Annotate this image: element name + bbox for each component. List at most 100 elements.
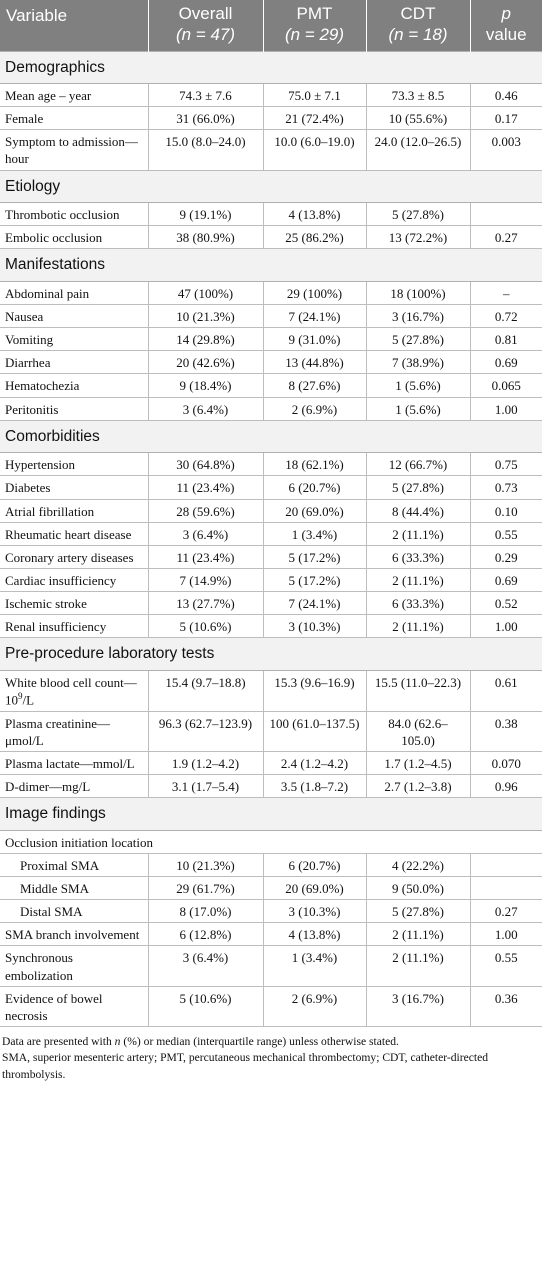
table-row: D-dimer—mg/L 3.1 (1.7–5.4) 3.5 (1.8–7.2) 2.…: [0, 773, 542, 799]
cell-p-value: 1.00: [469, 396, 542, 421]
subheading-label: Occlusion initiation location: [0, 829, 542, 854]
cell-cdt: 9 (50.0%): [365, 875, 471, 901]
cell-pmt: 21 (72.4%): [262, 106, 367, 131]
cell-cdt: 84.0 (62.6–105.0): [365, 710, 471, 752]
cell-pmt: 13 (44.8%): [262, 350, 367, 375]
header-value: value: [485, 24, 527, 44]
cell-pmt: 10.0 (6.0–19.0): [262, 129, 367, 171]
table-row: Evidence of bowel necrosis 5 (10.6%) 2 (6.…: [0, 985, 542, 1028]
cell-p-value: [469, 875, 542, 901]
table-row: Hematochezia 9 (18.4%) 8 (27.6%) 1 (5.6%) 0.…: [0, 373, 542, 398]
cell-pmt: 7 (24.1%): [262, 303, 367, 329]
cell-cdt: 2 (11.1%): [365, 922, 471, 947]
cell-overall: 30 (64.8%): [147, 452, 264, 477]
row-label: Distal SMA: [0, 899, 149, 924]
cell-p-value: 0.27: [469, 225, 542, 250]
table-row: Mean age – year 74.3 ± 7.6 75.0 ± 7.1 73.3 …: [0, 82, 542, 108]
row-label: Hematochezia: [0, 373, 149, 398]
table-row: Distal SMA 8 (17.0%) 3 (10.3%) 5 (27.8%) 0.2…: [0, 899, 542, 924]
section-row: Demographics: [0, 50, 542, 84]
cell-overall: 6 (12.8%): [147, 922, 264, 947]
table-row: Atrial fibrillation 28 (59.6%) 20 (69.0%) 8…: [0, 498, 542, 523]
table-row: Diabetes 11 (23.4%) 6 (20.7%) 5 (27.8%) 0.73: [0, 475, 542, 500]
cell-pmt: 4 (13.8%): [262, 922, 367, 947]
table-row: Peritonitis 3 (6.4%) 2 (6.9%) 1 (5.6%) 1.00: [0, 396, 542, 421]
table-row: Middle SMA 29 (61.7%) 20 (69.0%) 9 (50.0%): [0, 875, 542, 901]
section-title: Comorbidities: [0, 419, 542, 454]
cell-overall: 5 (10.6%): [147, 614, 264, 639]
cell-p-value: [469, 202, 542, 227]
table-row: Renal insufficiency 5 (10.6%) 3 (10.3%) 2 (…: [0, 614, 542, 639]
cell-p-value: 1.00: [469, 614, 542, 639]
footnote-line-1: Data are presented with n (%) or median …: [2, 1034, 540, 1050]
table-row: Diarrhea 20 (42.6%) 13 (44.8%) 7 (38.9%) 0.6…: [0, 350, 542, 375]
table-body: Demographics Mean age – year 74.3 ± 7.6 75.…: [0, 50, 542, 1028]
cell-cdt: 3 (16.7%): [365, 303, 471, 329]
cell-p-value: 0.81: [469, 327, 542, 352]
cell-cdt: 1 (5.6%): [365, 396, 471, 421]
cell-p-value: 0.29: [469, 544, 542, 569]
cell-pmt: 3 (10.3%): [262, 899, 367, 924]
cell-overall: 3 (6.4%): [147, 396, 264, 421]
cell-pmt: 4 (13.8%): [262, 202, 367, 227]
cell-p-value: 0.52: [469, 591, 542, 616]
cell-pmt: 2 (6.9%): [262, 985, 367, 1028]
cell-overall: 9 (18.4%): [147, 373, 264, 398]
cell-overall: 3 (6.4%): [147, 945, 264, 987]
row-label: Proximal SMA: [0, 852, 149, 877]
cell-cdt: 73.3 ± 8.5: [365, 82, 471, 108]
row-label: Evidence of bowel necrosis: [0, 985, 149, 1028]
cell-overall: 1.9 (1.2–4.2): [147, 750, 264, 776]
table-row: Thrombotic occlusion 9 (19.1%) 4 (13.8%) 5 …: [0, 202, 542, 227]
cell-overall: 3 (6.4%): [147, 521, 264, 546]
header-overall-name: Overall: [178, 4, 233, 24]
cell-cdt: 3 (16.7%): [365, 985, 471, 1028]
row-label: Peritonitis: [0, 396, 149, 421]
cell-cdt: 7 (38.9%): [365, 350, 471, 375]
cell-overall: 74.3 ± 7.6: [147, 82, 264, 108]
row-label: SMA branch involvement: [0, 922, 149, 947]
cell-cdt: 6 (33.3%): [365, 591, 471, 616]
cell-pmt: 20 (69.0%): [262, 498, 367, 523]
cell-overall: 7 (14.9%): [147, 567, 264, 593]
section-title: Manifestations: [0, 248, 542, 282]
section-row: Manifestations: [0, 248, 542, 282]
row-label-superscript: 9: [18, 691, 23, 702]
cell-p-value: 0.10: [469, 498, 542, 523]
header-overall-n: (n = 47): [175, 24, 236, 44]
table-row: Abdominal pain 47 (100%) 29 (100%) 18 (100%…: [0, 280, 542, 305]
cell-overall: 13 (27.7%): [147, 591, 264, 616]
table-row: Nausea 10 (21.3%) 7 (24.1%) 3 (16.7%) 0.72: [0, 303, 542, 329]
header-pmt: PMT (n = 29): [262, 0, 366, 51]
cell-cdt: 8 (44.4%): [365, 498, 471, 523]
footnote-text-n: n: [114, 1035, 121, 1049]
section-title: Etiology: [0, 169, 542, 204]
table-row: Symptom to admission—hour 15.0 (8.0–24.0)…: [0, 129, 542, 171]
cell-cdt: 4 (22.2%): [365, 852, 471, 877]
cell-cdt: 2 (11.1%): [365, 567, 471, 593]
cell-overall: 14 (29.8%): [147, 327, 264, 352]
cell-overall: 29 (61.7%): [147, 875, 264, 901]
header-cdt: CDT (n = 18): [365, 0, 470, 51]
section-row: Etiology: [0, 169, 542, 204]
row-label: Plasma creatinine—μmol/L: [0, 710, 149, 752]
table-row: Proximal SMA 10 (21.3%) 6 (20.7%) 4 (22.2%): [0, 852, 542, 877]
cell-pmt: 2 (6.9%): [262, 396, 367, 421]
cell-cdt: 2.7 (1.2–3.8): [365, 773, 471, 799]
row-label: Thrombotic occlusion: [0, 202, 149, 227]
cell-p-value: 0.96: [469, 773, 542, 799]
cell-p-value: 0.69: [469, 567, 542, 593]
cell-cdt: 5 (27.8%): [365, 899, 471, 924]
cell-cdt: 5 (27.8%): [365, 327, 471, 352]
section-title: Pre-procedure laboratory tests: [0, 637, 542, 671]
table-header: Variable Overall (n = 47) PMT (n = 29) C…: [0, 0, 542, 51]
table-row: Ischemic stroke 13 (27.7%) 7 (24.1%) 6 (33.…: [0, 591, 542, 616]
section-row: Pre-procedure laboratory tests: [0, 637, 542, 671]
table-row: Rheumatic heart disease 3 (6.4%) 1 (3.4%) 2…: [0, 521, 542, 546]
cell-pmt: 1 (3.4%): [262, 945, 367, 987]
cell-pmt: 18 (62.1%): [262, 452, 367, 477]
row-label: Renal insufficiency: [0, 614, 149, 639]
cell-p-value: 0.61: [469, 669, 542, 712]
row-label: Diabetes: [0, 475, 149, 500]
row-label: Embolic occlusion: [0, 225, 149, 250]
